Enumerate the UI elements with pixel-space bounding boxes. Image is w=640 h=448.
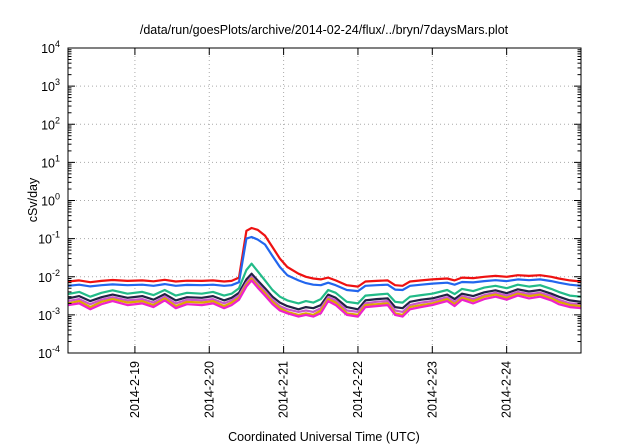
x-tick-label: 2014-2-21 [277, 361, 291, 418]
y-tick-label: 10-4 [38, 344, 60, 361]
series-lines [67, 226, 582, 318]
series-line [67, 226, 582, 288]
y-axis-label: cSv/day [26, 177, 40, 222]
x-tick-label: 2014-2-20 [202, 361, 216, 418]
chart-title: /data/run/goesPlots/archive/2014-02-24/f… [140, 23, 509, 37]
series-line [67, 279, 582, 318]
x-tick-label: 2014-2-19 [128, 361, 142, 418]
y-tick-label: 104 [41, 39, 60, 56]
x-tick-label: 2014-2-23 [425, 361, 439, 418]
series-line [67, 272, 582, 311]
x-tick-label: 2014-2-22 [351, 361, 365, 418]
y-tick-label: 10-1 [38, 230, 60, 247]
series-line [67, 275, 582, 313]
y-tick-label: 102 [41, 115, 60, 132]
grid [68, 48, 581, 353]
series-line [67, 235, 582, 293]
x-axis-label: Coordinated Universal Time (UTC) [228, 430, 420, 444]
series-line [67, 262, 582, 305]
y-tick-label: 103 [41, 77, 60, 94]
y-axis: 10-4 10-3 10-2 10-1 100 101 102 103 104 [38, 39, 581, 361]
y-tick-label: 101 [41, 153, 60, 170]
x-axis: 2014-2-19 2014-2-20 2014-2-21 2014-2-22 2014… [128, 48, 514, 418]
series-line [67, 277, 582, 316]
y-tick-label: 10-2 [38, 268, 60, 285]
y-tick-label: 100 [41, 192, 60, 209]
x-tick-label: 2014-2-24 [500, 361, 514, 418]
y-tick-label: 10-3 [38, 306, 60, 323]
